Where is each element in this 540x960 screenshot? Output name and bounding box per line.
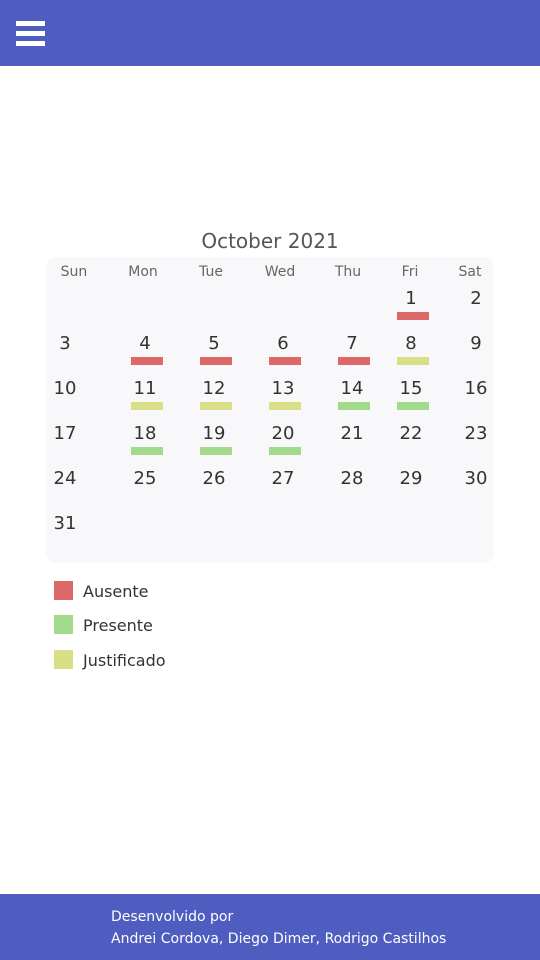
calendar-day-5[interactable]: 5 xyxy=(208,333,220,354)
calendar-day-6[interactable]: 6 xyxy=(277,333,289,354)
legend-label-presente: Presente xyxy=(83,616,153,635)
weekday-header-sat: Sat xyxy=(458,264,482,280)
footer: Desenvolvido por Andrei Cordova, Diego D… xyxy=(0,894,540,960)
top-app-bar xyxy=(0,0,540,66)
calendar-day-9[interactable]: 9 xyxy=(470,333,482,354)
calendar-day-27[interactable]: 27 xyxy=(271,468,295,489)
footer-credit-heading: Desenvolvido por xyxy=(111,909,234,925)
hamburger-menu-icon[interactable] xyxy=(16,21,45,47)
attendance-mark-presente xyxy=(269,447,301,455)
weekday-header-mon: Mon xyxy=(128,264,158,280)
legend-label-ausente: Ausente xyxy=(83,582,149,601)
attendance-mark-justificado xyxy=(200,402,232,410)
calendar-day-11[interactable]: 11 xyxy=(133,378,157,399)
attendance-mark-ausente xyxy=(397,312,429,320)
attendance-mark-justificado xyxy=(397,357,429,365)
calendar-day-13[interactable]: 13 xyxy=(271,378,295,399)
calendar-day-7[interactable]: 7 xyxy=(346,333,358,354)
legend-swatch-justificado xyxy=(54,650,73,669)
attendance-mark-ausente xyxy=(131,357,163,365)
footer-credit-names: Andrei Cordova, Diego Dimer, Rodrigo Cas… xyxy=(111,931,447,947)
legend-swatch-presente xyxy=(54,615,73,634)
calendar-day-10[interactable]: 10 xyxy=(53,378,77,399)
weekday-header-wed: Wed xyxy=(264,264,296,280)
calendar-day-8[interactable]: 8 xyxy=(405,333,417,354)
calendar-day-1[interactable]: 1 xyxy=(405,288,417,309)
attendance-mark-ausente xyxy=(200,357,232,365)
calendar-panel xyxy=(46,257,494,563)
calendar-day-23[interactable]: 23 xyxy=(464,423,488,444)
calendar-day-4[interactable]: 4 xyxy=(139,333,151,354)
calendar-day-21[interactable]: 21 xyxy=(340,423,364,444)
calendar-day-18[interactable]: 18 xyxy=(133,423,157,444)
attendance-mark-presente xyxy=(200,447,232,455)
calendar-month-title: October 2021 xyxy=(201,229,339,253)
attendance-mark-ausente xyxy=(269,357,301,365)
legend-label-justificado: Justificado xyxy=(83,651,166,670)
calendar-day-15[interactable]: 15 xyxy=(399,378,423,399)
calendar-day-25[interactable]: 25 xyxy=(133,468,157,489)
attendance-mark-presente xyxy=(131,447,163,455)
menu-bar-bottom xyxy=(16,41,45,46)
weekday-header-thu: Thu xyxy=(334,264,362,280)
calendar-day-29[interactable]: 29 xyxy=(399,468,423,489)
weekday-header-sun: Sun xyxy=(60,264,88,280)
menu-bar-top xyxy=(16,21,45,26)
calendar-day-14[interactable]: 14 xyxy=(340,378,364,399)
attendance-mark-justificado xyxy=(269,402,301,410)
calendar-day-17[interactable]: 17 xyxy=(53,423,77,444)
calendar-day-12[interactable]: 12 xyxy=(202,378,226,399)
weekday-header-fri: Fri xyxy=(401,264,419,280)
calendar-day-26[interactable]: 26 xyxy=(202,468,226,489)
attendance-mark-presente xyxy=(397,402,429,410)
calendar-day-19[interactable]: 19 xyxy=(202,423,226,444)
calendar-day-24[interactable]: 24 xyxy=(53,468,77,489)
menu-bar-middle xyxy=(16,31,45,36)
calendar-day-30[interactable]: 30 xyxy=(464,468,488,489)
legend-swatch-ausente xyxy=(54,581,73,600)
calendar-day-22[interactable]: 22 xyxy=(399,423,423,444)
calendar-day-20[interactable]: 20 xyxy=(271,423,295,444)
attendance-mark-presente xyxy=(338,402,370,410)
calendar-day-28[interactable]: 28 xyxy=(340,468,364,489)
calendar-day-3[interactable]: 3 xyxy=(59,333,71,354)
calendar-day-31[interactable]: 31 xyxy=(53,513,77,534)
attendance-mark-justificado xyxy=(131,402,163,410)
calendar-day-16[interactable]: 16 xyxy=(464,378,488,399)
weekday-header-tue: Tue xyxy=(199,264,223,280)
attendance-mark-ausente xyxy=(338,357,370,365)
calendar-day-2[interactable]: 2 xyxy=(470,288,482,309)
